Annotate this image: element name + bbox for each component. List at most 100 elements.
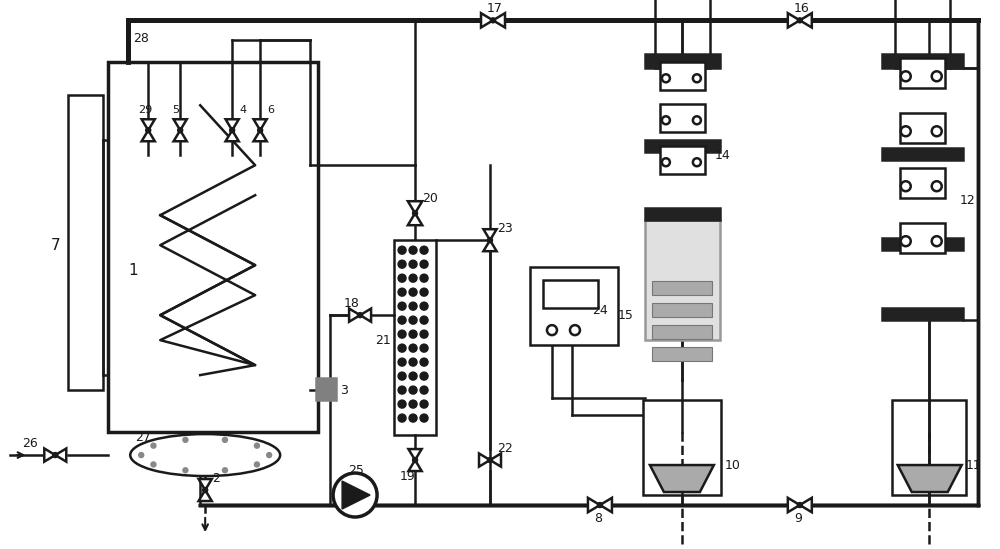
Polygon shape bbox=[408, 460, 422, 471]
Bar bbox=[652, 303, 712, 317]
Bar bbox=[316, 378, 336, 400]
Circle shape bbox=[409, 400, 417, 408]
Bar bbox=[900, 113, 945, 143]
Circle shape bbox=[398, 302, 406, 310]
Bar bbox=[68, 96, 103, 390]
Text: 3: 3 bbox=[340, 384, 348, 396]
Polygon shape bbox=[254, 119, 267, 130]
Text: 16: 16 bbox=[794, 2, 810, 15]
Circle shape bbox=[409, 316, 417, 324]
Circle shape bbox=[420, 358, 428, 366]
Text: 11: 11 bbox=[966, 458, 981, 472]
Polygon shape bbox=[174, 119, 187, 130]
Bar bbox=[652, 325, 712, 339]
Circle shape bbox=[267, 452, 272, 457]
Bar bbox=[655, 0, 710, 68]
Circle shape bbox=[693, 158, 701, 166]
Text: 29: 29 bbox=[138, 105, 152, 115]
Circle shape bbox=[398, 246, 406, 254]
Circle shape bbox=[398, 344, 406, 352]
Circle shape bbox=[139, 452, 144, 457]
Text: 26: 26 bbox=[22, 436, 38, 450]
Text: 14: 14 bbox=[715, 149, 731, 162]
Circle shape bbox=[662, 158, 670, 166]
Bar bbox=[882, 238, 963, 250]
Text: 15: 15 bbox=[618, 309, 634, 322]
Circle shape bbox=[420, 274, 428, 282]
Bar bbox=[530, 267, 618, 345]
Circle shape bbox=[398, 274, 406, 282]
Circle shape bbox=[409, 274, 417, 282]
Text: 27: 27 bbox=[135, 430, 151, 444]
Polygon shape bbox=[408, 213, 422, 225]
Polygon shape bbox=[600, 498, 612, 512]
Polygon shape bbox=[226, 119, 239, 130]
Circle shape bbox=[203, 488, 208, 492]
Circle shape bbox=[570, 325, 580, 335]
Circle shape bbox=[901, 236, 911, 246]
Circle shape bbox=[398, 260, 406, 268]
Circle shape bbox=[547, 325, 557, 335]
Circle shape bbox=[398, 330, 406, 338]
Bar bbox=[394, 240, 436, 435]
Circle shape bbox=[258, 128, 263, 133]
Circle shape bbox=[491, 18, 496, 23]
Text: 17: 17 bbox=[487, 2, 503, 15]
Bar bbox=[645, 208, 720, 220]
Circle shape bbox=[146, 128, 151, 133]
Text: 10: 10 bbox=[725, 458, 741, 472]
Polygon shape bbox=[408, 449, 422, 460]
Polygon shape bbox=[483, 229, 497, 240]
Circle shape bbox=[413, 211, 418, 216]
Bar bbox=[108, 62, 318, 432]
Polygon shape bbox=[479, 453, 490, 467]
Circle shape bbox=[409, 358, 417, 366]
Circle shape bbox=[420, 260, 428, 268]
Bar bbox=[660, 146, 705, 174]
Text: 19: 19 bbox=[400, 469, 416, 483]
Circle shape bbox=[183, 438, 188, 442]
Polygon shape bbox=[493, 13, 505, 27]
Polygon shape bbox=[55, 449, 66, 462]
Circle shape bbox=[420, 344, 428, 352]
Circle shape bbox=[901, 126, 911, 136]
Polygon shape bbox=[199, 490, 212, 501]
Text: 25: 25 bbox=[348, 463, 364, 477]
Circle shape bbox=[409, 246, 417, 254]
Bar bbox=[900, 223, 945, 253]
Text: 21: 21 bbox=[375, 334, 391, 346]
Text: 4: 4 bbox=[239, 105, 246, 115]
Circle shape bbox=[398, 386, 406, 394]
Circle shape bbox=[932, 71, 942, 81]
Bar bbox=[652, 281, 712, 295]
Bar bbox=[882, 54, 963, 68]
Circle shape bbox=[420, 400, 428, 408]
Circle shape bbox=[358, 312, 363, 318]
Bar bbox=[643, 400, 721, 495]
Circle shape bbox=[409, 288, 417, 296]
Polygon shape bbox=[800, 13, 812, 27]
Circle shape bbox=[420, 246, 428, 254]
Circle shape bbox=[254, 462, 259, 467]
Polygon shape bbox=[360, 309, 371, 322]
Text: 7: 7 bbox=[50, 238, 60, 253]
Polygon shape bbox=[226, 130, 239, 141]
Circle shape bbox=[932, 126, 942, 136]
Bar bbox=[645, 220, 720, 340]
Bar bbox=[652, 347, 712, 361]
Circle shape bbox=[151, 462, 156, 467]
Text: 22: 22 bbox=[497, 441, 513, 455]
Polygon shape bbox=[788, 13, 800, 27]
Polygon shape bbox=[800, 498, 812, 512]
Polygon shape bbox=[349, 309, 360, 322]
Circle shape bbox=[413, 457, 418, 463]
Circle shape bbox=[797, 502, 802, 507]
Circle shape bbox=[693, 74, 701, 82]
Bar bbox=[895, 0, 950, 68]
Text: 24: 24 bbox=[592, 304, 608, 317]
Bar bbox=[900, 168, 945, 198]
Circle shape bbox=[398, 358, 406, 366]
Polygon shape bbox=[788, 498, 800, 512]
Circle shape bbox=[398, 400, 406, 408]
Polygon shape bbox=[650, 465, 714, 492]
